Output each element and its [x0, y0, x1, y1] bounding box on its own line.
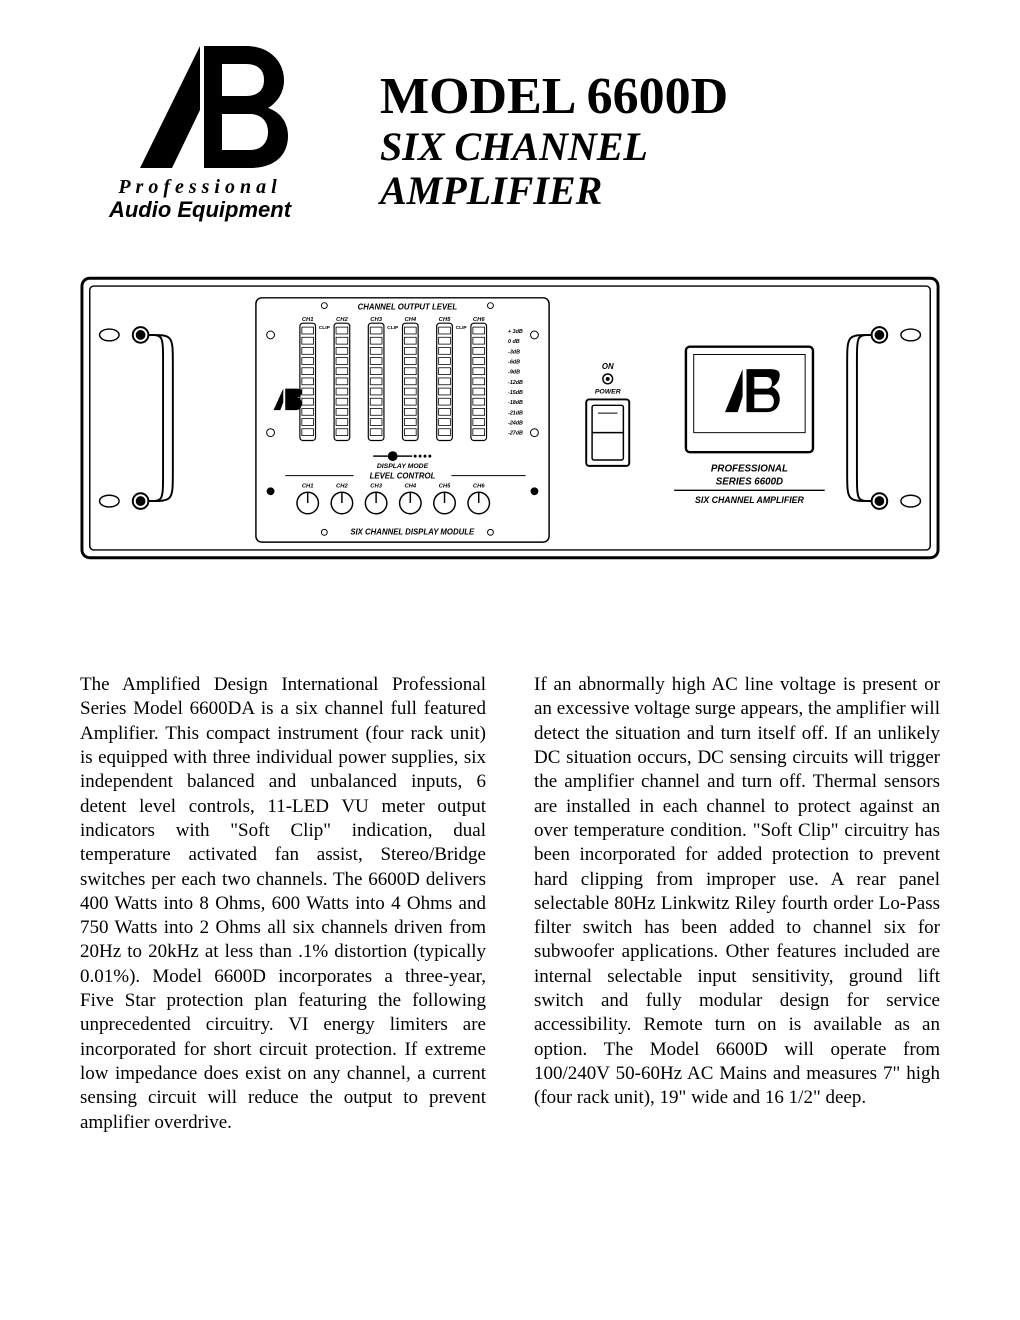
svg-text:CH4: CH4 — [404, 483, 416, 489]
svg-text:-24dB: -24dB — [508, 420, 523, 426]
svg-text:ON: ON — [602, 362, 614, 371]
svg-text:-21dB: -21dB — [508, 410, 523, 416]
svg-text:DISPLAY MODE: DISPLAY MODE — [377, 463, 429, 470]
svg-text:CH1: CH1 — [302, 317, 314, 323]
svg-text:CHANNEL OUTPUT LEVEL: CHANNEL OUTPUT LEVEL — [358, 303, 458, 312]
svg-text:SIX CHANNEL DISPLAY MODULE: SIX CHANNEL DISPLAY MODULE — [350, 527, 475, 536]
svg-text:CLIP: CLIP — [387, 325, 399, 331]
svg-text:LEVEL CONTROL: LEVEL CONTROL — [370, 472, 436, 481]
svg-text:CH1: CH1 — [302, 483, 314, 489]
svg-text:+ 3dB: + 3dB — [508, 329, 523, 335]
svg-text:CLIP: CLIP — [456, 325, 468, 331]
svg-text:CH6: CH6 — [473, 317, 485, 323]
svg-text:-27dB: -27dB — [508, 431, 523, 437]
svg-text:-12dB: -12dB — [508, 380, 523, 386]
svg-text:CLIP: CLIP — [319, 325, 331, 331]
svg-text:CH2: CH2 — [336, 483, 348, 489]
logo-line1: Professional — [118, 176, 281, 199]
svg-text:SIX CHANNEL AMPLIFIER: SIX CHANNEL AMPLIFIER — [695, 495, 804, 505]
page: Professional Audio Equipment MODEL 6600D… — [0, 0, 1020, 1175]
header: Professional Audio Equipment MODEL 6600D… — [80, 40, 940, 223]
svg-text:-18dB: -18dB — [508, 400, 523, 406]
svg-text:-15dB: -15dB — [508, 390, 523, 396]
svg-text:CH6: CH6 — [473, 483, 485, 489]
svg-text:SERIES 6600D: SERIES 6600D — [716, 476, 783, 487]
title-sub1: SIX CHANNEL — [380, 125, 728, 169]
paragraph-1: The Amplified Design International Profe… — [80, 673, 486, 1135]
svg-text:CH3: CH3 — [370, 317, 382, 323]
svg-text:CH4: CH4 — [404, 317, 416, 323]
svg-text:CH5: CH5 — [439, 317, 451, 323]
title-block: MODEL 6600D SIX CHANNEL AMPLIFIER — [380, 40, 728, 213]
svg-text:-6dB: -6dB — [508, 359, 520, 365]
svg-text:PROFESSIONAL: PROFESSIONAL — [711, 464, 788, 475]
logo-line2: Audio Equipment — [109, 197, 291, 223]
svg-text:-3dB: -3dB — [508, 349, 520, 355]
body-text: The Amplified Design International Profe… — [80, 673, 940, 1135]
svg-text:-9dB: -9dB — [508, 370, 520, 376]
front-panel-diagram: CHANNEL OUTPUT LEVEL CH1 CLIP CH2 CH3 CLIP CH… — [80, 273, 940, 563]
title-main: MODEL 6600D — [380, 70, 728, 125]
title-sub2: AMPLIFIER — [380, 169, 728, 213]
svg-text:CH5: CH5 — [439, 483, 451, 489]
svg-text:CH2: CH2 — [336, 317, 348, 323]
paragraph-2: If an abnormally high AC line voltage is… — [534, 673, 940, 1111]
svg-text:0 dB: 0 dB — [508, 339, 520, 345]
svg-text:POWER: POWER — [595, 389, 621, 396]
logo-block: Professional Audio Equipment — [80, 40, 320, 223]
svg-text:CH3: CH3 — [370, 483, 382, 489]
ab-logo-icon — [100, 40, 300, 180]
